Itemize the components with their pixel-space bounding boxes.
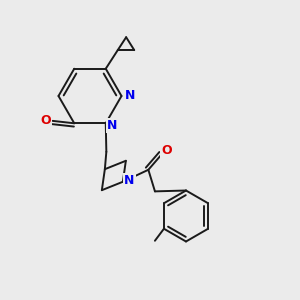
Text: O: O	[161, 144, 172, 157]
Text: N: N	[125, 89, 135, 103]
Text: N: N	[124, 174, 135, 187]
Text: O: O	[41, 114, 51, 128]
Text: N: N	[107, 119, 118, 132]
